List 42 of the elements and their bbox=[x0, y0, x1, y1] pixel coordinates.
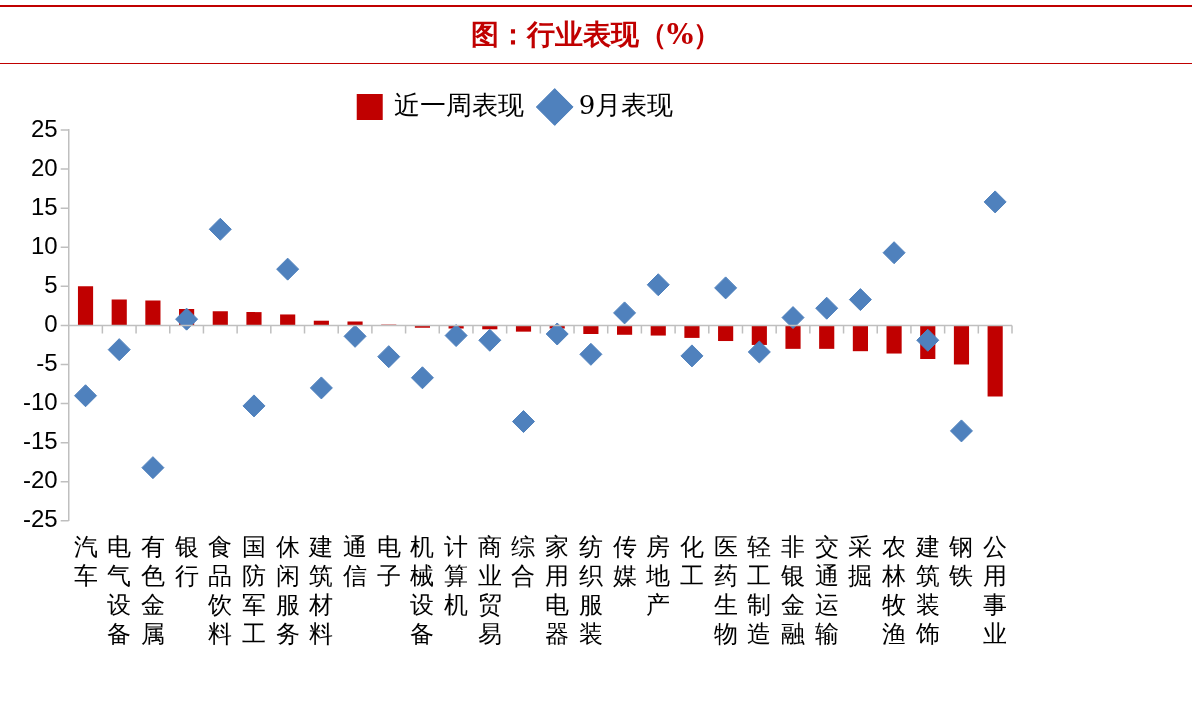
y-tick-label: -15 bbox=[23, 427, 58, 455]
y-tick-label: 0 bbox=[44, 310, 58, 338]
legend-label: 近一周表现 bbox=[393, 89, 524, 120]
y-tick-label: -10 bbox=[23, 388, 58, 416]
x-tick-label: 建筑材料 bbox=[308, 533, 334, 648]
x-tick-label: 采掘 bbox=[848, 533, 873, 591]
chart-title: 图：行业表现（%） bbox=[0, 5, 1192, 64]
y-tick-label: 20 bbox=[30, 153, 58, 181]
x-tick-label: 传媒 bbox=[612, 533, 637, 591]
x-tick-label: 家用电器 bbox=[545, 533, 570, 648]
x-tick-label: 汽车 bbox=[73, 533, 98, 591]
x-tick-label: 计算机 bbox=[444, 533, 469, 620]
y-tick-label: -20 bbox=[23, 466, 58, 494]
y-tick-label: 25 bbox=[30, 114, 58, 142]
x-tick-label: 国防军工 bbox=[241, 533, 266, 648]
x-tick-label: 化工 bbox=[679, 533, 704, 591]
x-tick-label: 非银金融 bbox=[780, 533, 806, 648]
x-tick-label: 电气设备 bbox=[107, 533, 132, 648]
x-tick-label: 综合 bbox=[511, 533, 536, 591]
x-tick-label: 建筑装饰 bbox=[914, 533, 940, 648]
x-tick-label: 电子 bbox=[376, 533, 401, 591]
x-tick-label: 农林牧渔 bbox=[881, 533, 907, 648]
y-tick-label: 5 bbox=[44, 270, 58, 298]
x-tick-label: 有色金属 bbox=[140, 533, 165, 648]
x-tick-label: 医药生物 bbox=[713, 533, 738, 648]
x-tick-label: 钢铁 bbox=[948, 533, 974, 591]
x-tick-label: 银行 bbox=[173, 533, 199, 591]
x-tick-label: 公用事业 bbox=[983, 533, 1008, 648]
x-tick-label: 纺织服装 bbox=[578, 533, 603, 648]
x-tick-label: 房地产 bbox=[645, 533, 671, 620]
y-tick-label: -5 bbox=[36, 349, 58, 377]
y-tick-label: 10 bbox=[30, 231, 58, 259]
x-tick-label: 机械设备 bbox=[410, 533, 435, 648]
y-tick-label: -25 bbox=[23, 505, 58, 533]
x-tick-label: 休闲服务 bbox=[275, 533, 300, 648]
x-tick-label: 通信 bbox=[343, 533, 368, 591]
y-tick-label: 15 bbox=[30, 192, 58, 220]
x-tick-label: 食品饮料 bbox=[207, 533, 233, 648]
x-tick-label: 轻工制造 bbox=[747, 533, 772, 648]
legend-label: 9月表现 bbox=[578, 89, 674, 120]
x-tick-label: 交通运输 bbox=[814, 533, 839, 648]
x-tick-label: 商业贸易 bbox=[477, 533, 502, 648]
